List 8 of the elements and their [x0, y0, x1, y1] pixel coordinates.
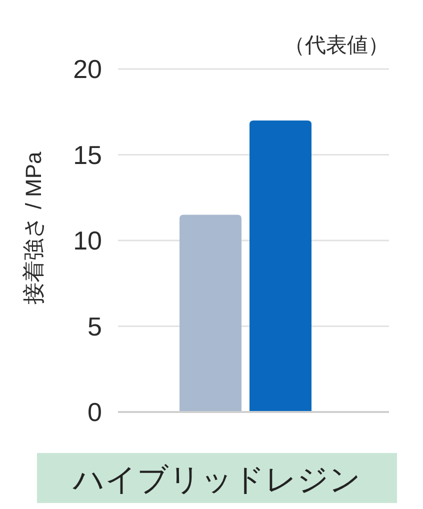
text: （代表値） [284, 34, 389, 56]
y-tick-label: 5 [88, 311, 102, 342]
y-axis-title: 接着強さ / MPa [20, 150, 46, 304]
y-tick-label: 15 [73, 140, 102, 170]
x-tick-label: ハイブリッドレジン [72, 462, 361, 496]
y-tick-label: 0 [88, 397, 102, 427]
y-tick-label: 20 [73, 54, 102, 84]
y-tick-label: 10 [73, 226, 102, 256]
